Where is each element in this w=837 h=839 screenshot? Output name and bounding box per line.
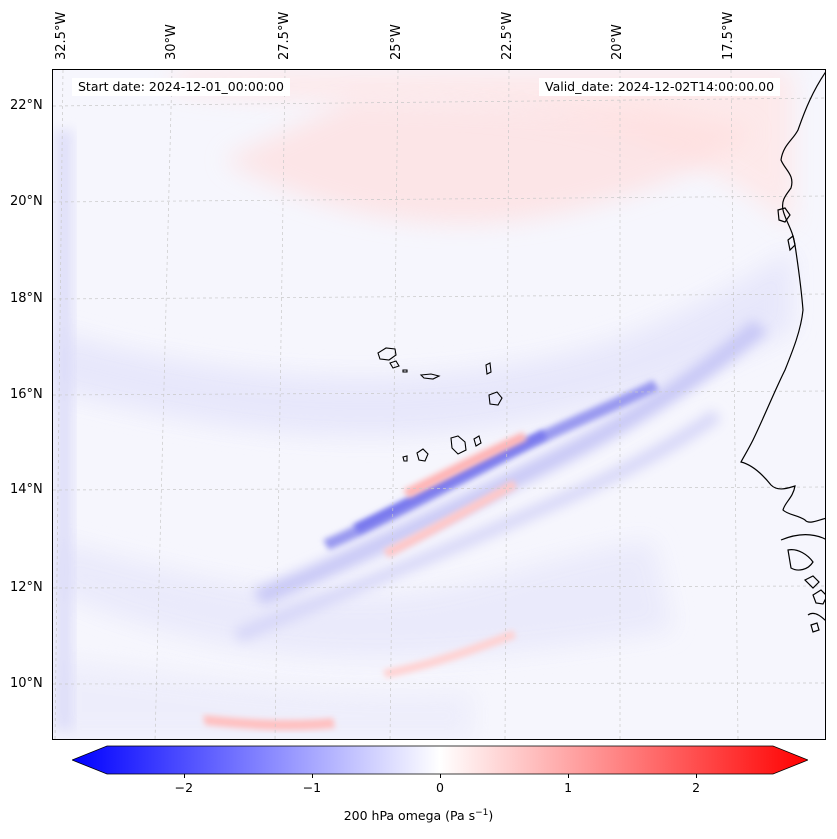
- lat-label-20n: 20°N: [10, 194, 43, 209]
- cape-verde-islands: [377, 347, 503, 462]
- colorbar-tick-mark: [183, 774, 185, 778]
- colorbar-title: 200 hPa omega (Pa s−1): [0, 808, 837, 823]
- colorbar-tick-label: 0: [436, 780, 444, 795]
- lat-label-22n: 22°N: [10, 98, 43, 113]
- colorbar-title-exponent: −1: [475, 808, 489, 818]
- colorbar-title-end: ): [488, 808, 494, 824]
- lon-label-20w: 20°W: [610, 24, 625, 60]
- colorbar-gradient: [70, 745, 810, 775]
- colorbar-tick-mark: [440, 774, 441, 778]
- african-coastline: [740, 71, 825, 633]
- valid-date-label: Valid_date: 2024-12-02T14:00:00.00: [539, 78, 781, 96]
- colorbar-tick-label: −1: [302, 780, 322, 795]
- colorbar-tick-mark: [568, 774, 570, 778]
- background-field: [53, 70, 825, 739]
- lon-label-27-5w: 27.5°W: [277, 11, 292, 60]
- lat-label-12n: 12°N: [10, 580, 43, 595]
- colorbar-tick-mark: [696, 774, 698, 778]
- omega-field-map: [53, 70, 825, 739]
- lat-label-16n: 16°N: [10, 387, 43, 402]
- start-date-label: Start date: 2024-12-01_00:00:00: [72, 78, 290, 96]
- lat-label-14n: 14°N: [10, 482, 43, 497]
- diagonal-omega-bands: [203, 320, 768, 731]
- colorbar-tick-label: −2: [174, 780, 194, 795]
- colorbar-tick-mark: [311, 774, 313, 778]
- lon-label-22-5w: 22.5°W: [500, 11, 515, 60]
- colorbar: [70, 745, 810, 775]
- lon-label-32-5w: 32.5°W: [54, 11, 69, 60]
- lon-label-25w: 25°W: [389, 24, 404, 60]
- colorbar-tick-label: 1: [564, 780, 573, 795]
- colorbar-title-main: 200 hPa omega (Pa s: [343, 808, 476, 824]
- graticule: [53, 70, 825, 739]
- lon-label-17-5w: 17.5°W: [721, 11, 736, 60]
- colorbar-tick-label: 2: [692, 780, 701, 795]
- lat-label-18n: 18°N: [10, 291, 43, 306]
- map-plot-area: [52, 69, 826, 740]
- lon-label-30w: 30°W: [164, 24, 179, 60]
- lat-label-10n: 10°N: [10, 676, 43, 691]
